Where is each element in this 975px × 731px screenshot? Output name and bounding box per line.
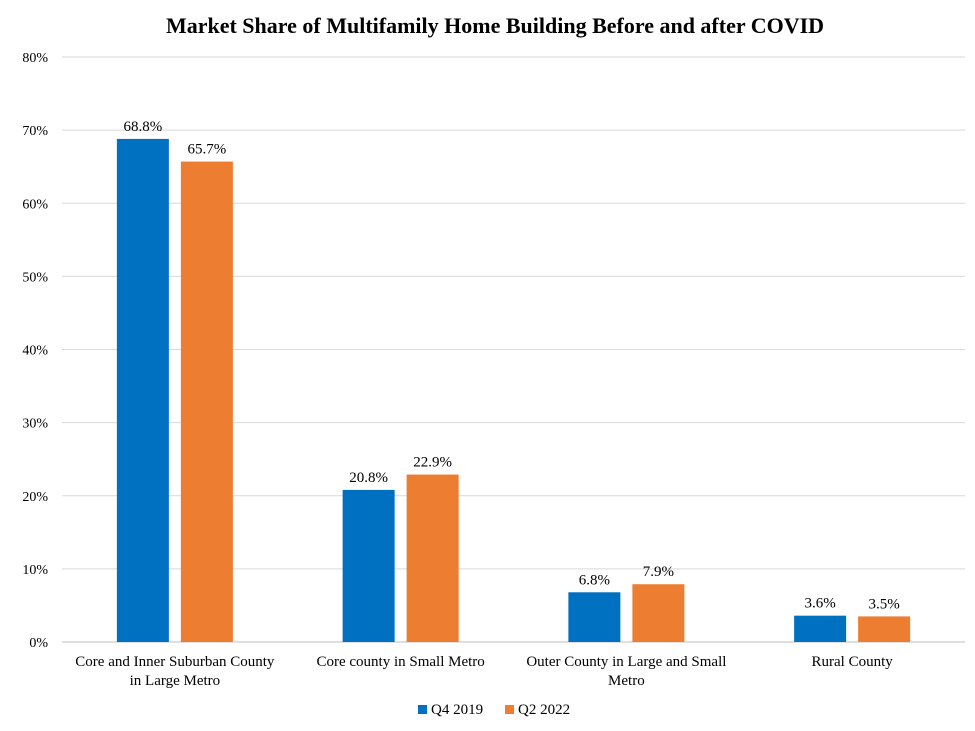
data-label: 20.8%	[349, 470, 388, 486]
legend-swatch	[418, 705, 427, 714]
chart-title: Market Share of Multifamily Home Buildin…	[166, 13, 824, 38]
data-label: 3.5%	[869, 596, 900, 612]
data-label: 22.9%	[413, 455, 452, 471]
y-tick-label: 20%	[22, 490, 48, 505]
category-label: in Large Metro	[130, 673, 221, 689]
legend-label: Q4 2019	[431, 702, 483, 718]
data-label: 6.8%	[579, 572, 610, 588]
y-tick-label: 70%	[22, 124, 48, 139]
y-tick-label: 50%	[22, 270, 48, 285]
y-tick-label: 80%	[22, 51, 48, 66]
category-label: Core county in Small Metro	[316, 654, 484, 670]
legend: Q4 2019 Q2 2022	[418, 702, 570, 718]
y-axis-ticks: 0% 10% 20% 30% 40% 50% 60% 70% 80%	[22, 51, 48, 651]
bar-q2-2022-2	[632, 584, 685, 642]
data-labels: 68.8% 65.7% 20.8% 22.9% 6.8% 7.9% 3.6% 3.5%	[124, 119, 900, 613]
bar-q4-2019-1	[342, 489, 395, 642]
data-label: 65.7%	[188, 142, 227, 158]
y-tick-label: 40%	[22, 344, 48, 359]
bar-q2-2022-0	[180, 161, 233, 642]
category-label: Rural County	[812, 654, 894, 670]
data-label: 68.8%	[124, 119, 163, 135]
bar-q2-2022-1	[406, 474, 459, 642]
bar-q4-2019-3	[794, 615, 847, 642]
bar-q2-2022-3	[858, 616, 911, 642]
y-tick-label: 10%	[22, 563, 48, 578]
bars	[116, 138, 911, 642]
y-tick-label: 30%	[22, 417, 48, 432]
category-label: Outer County in Large and Small	[526, 654, 726, 670]
data-label: 7.9%	[643, 564, 674, 580]
data-label: 3.6%	[805, 596, 836, 612]
category-label: Metro	[608, 673, 645, 689]
legend-label: Q2 2022	[518, 702, 570, 718]
y-tick-label: 0%	[29, 636, 48, 651]
bar-q4-2019-2	[568, 592, 621, 642]
category-label: Core and Inner Suburban County	[75, 654, 275, 670]
legend-swatch	[505, 705, 514, 714]
bar-q4-2019-0	[116, 138, 169, 642]
y-tick-label: 60%	[22, 197, 48, 212]
x-axis-categories: Core and Inner Suburban County in Large M…	[75, 654, 893, 689]
